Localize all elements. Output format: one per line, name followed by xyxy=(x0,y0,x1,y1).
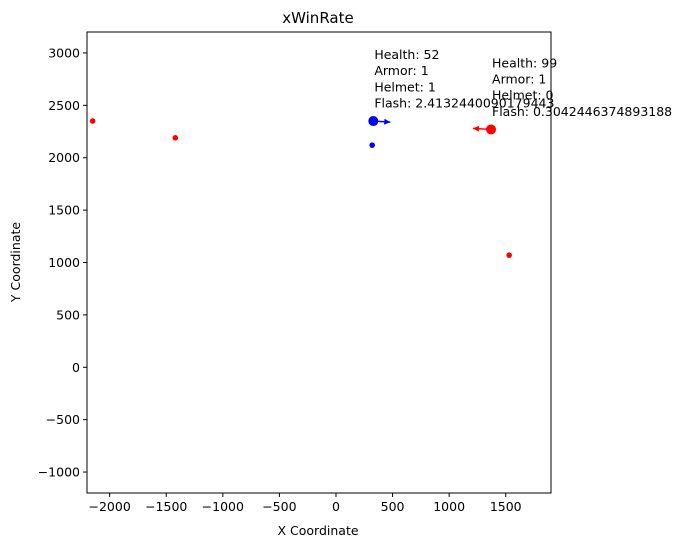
x-tick-label: −1500 xyxy=(145,499,187,514)
annotation-line: Armor: 1 xyxy=(374,63,428,78)
annotation-line: Flash: 2.4132440090179443 xyxy=(374,96,554,111)
chart-title: xWinRate xyxy=(282,9,353,27)
y-axis: −1000 −500 0 500 1000 1500 2000 2500 3000 xyxy=(38,45,87,480)
x-tick-label: −2000 xyxy=(88,499,130,514)
y-tick-label: 0 xyxy=(72,360,80,375)
red-player-point xyxy=(172,135,179,141)
x-axis: −2000 −1500 −1000 −500 0 500 1000 1500 xyxy=(88,493,522,514)
y-tick-label: 1500 xyxy=(48,203,80,218)
x-tick-label: −1000 xyxy=(202,499,244,514)
blue-player-point xyxy=(368,116,379,127)
y-tick-label: −1000 xyxy=(38,465,80,480)
x-tick-label: −500 xyxy=(262,499,296,514)
annotation-line: Helmet: 1 xyxy=(374,79,435,94)
x-tick-label: 500 xyxy=(381,499,405,514)
annotation-line: Health: 99 xyxy=(492,55,557,70)
x-tick-label: 0 xyxy=(332,499,340,514)
y-tick-label: 3000 xyxy=(48,45,80,60)
x-tick-label: 1500 xyxy=(490,499,522,514)
red-player-point xyxy=(506,252,512,258)
red-player-point xyxy=(486,124,497,135)
y-tick-label: −500 xyxy=(46,412,80,427)
annotation-line: Flash: 0.3042446374893188 xyxy=(492,104,672,119)
annotation-line: Health: 52 xyxy=(374,47,439,62)
plot-area xyxy=(86,31,552,494)
x-axis-label: X Coordinate xyxy=(277,523,358,538)
y-tick-label: 1000 xyxy=(48,255,80,270)
chart-marks xyxy=(89,116,512,258)
y-tick-label: 500 xyxy=(56,307,80,322)
blue-player-point xyxy=(369,142,375,148)
y-tick-label: 2500 xyxy=(48,98,80,113)
red-player-point xyxy=(89,118,96,124)
annotation-line: Helmet: 0 xyxy=(492,88,554,103)
x-tick-label: 1000 xyxy=(433,499,465,514)
y-tick-label: 2000 xyxy=(48,150,80,165)
y-axis-label: Y Coordinate xyxy=(8,222,23,303)
annotation-line: Armor: 1 xyxy=(492,72,546,87)
